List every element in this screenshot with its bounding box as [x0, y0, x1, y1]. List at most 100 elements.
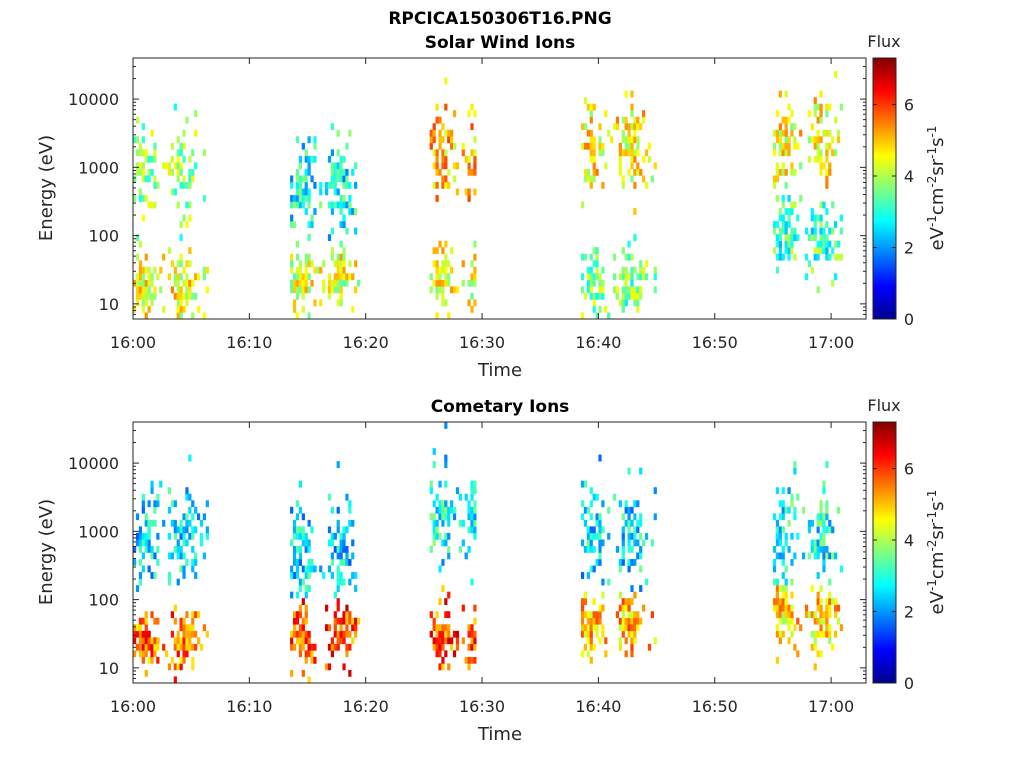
heatmap-cell [441, 162, 445, 170]
heatmap-cell [804, 253, 809, 261]
heatmap-cell [345, 559, 349, 566]
heatmap-cell [185, 299, 189, 307]
heatmap-cell [179, 545, 183, 553]
heatmap-cell [310, 279, 314, 287]
heatmap-cell [304, 273, 308, 281]
heatmap-cell [813, 142, 817, 150]
heatmap-cell [167, 162, 172, 170]
heatmap-cell [784, 591, 788, 599]
heatmap-cell [188, 506, 192, 514]
heatmap-cell [438, 286, 442, 294]
heatmap-cell [598, 292, 602, 300]
heatmap-cell [138, 168, 143, 176]
heatmap-cell [295, 136, 300, 144]
heatmap-cell [144, 617, 148, 625]
heatmap-cell [828, 162, 832, 170]
heatmap-cell [144, 637, 148, 645]
heatmap-cell [586, 539, 590, 547]
heatmap-cell [290, 175, 294, 183]
heatmap-cell [630, 279, 634, 287]
heatmap-cell [831, 552, 835, 560]
heatmap-cell [170, 260, 175, 268]
heatmap-cell [185, 221, 189, 228]
heatmap-cell [793, 624, 797, 632]
heatmap-cell [586, 545, 590, 553]
heatmap-cell [290, 591, 294, 599]
heatmap-cell [298, 552, 303, 560]
heatmap-cell [825, 168, 829, 176]
heatmap-cell [191, 611, 195, 619]
heatmap-cell [304, 532, 308, 540]
heatmap-cell [336, 286, 340, 294]
heatmap-cell [176, 175, 180, 183]
heatmap-cell [144, 643, 148, 651]
heatmap-cell [290, 260, 294, 268]
heatmap-cell [810, 519, 814, 527]
heatmap-cell [790, 123, 794, 131]
heatmap-cell [822, 630, 826, 638]
heatmap-cell [624, 617, 628, 625]
heatmap-cell [435, 532, 439, 540]
heatmap-cell [633, 123, 637, 131]
heatmap-cell [194, 273, 198, 281]
heatmap-cell [444, 175, 448, 183]
heatmap-cell [153, 572, 157, 579]
heatmap-cell [147, 292, 151, 300]
heatmap-cell [351, 637, 355, 645]
heatmap-cell [432, 643, 436, 651]
heatmap-cell [147, 565, 151, 573]
heatmap-cell [179, 221, 183, 228]
heatmap-cell [290, 201, 294, 209]
panel-title: Solar Wind Ions [425, 33, 576, 53]
heatmap-cell [188, 260, 192, 268]
heatmap-cell [313, 155, 317, 163]
heatmap-cell [828, 526, 832, 534]
heatmap-cell [470, 519, 474, 527]
heatmap-cell [342, 539, 346, 547]
heatmap-cell [836, 617, 841, 625]
heatmap-cell [339, 273, 343, 281]
heatmap-cell [624, 279, 628, 287]
heatmap-cell [636, 305, 640, 313]
heatmap-cell [793, 253, 797, 261]
x-axis-label: Time [477, 724, 522, 745]
heatmap-cell [173, 526, 177, 534]
heatmap-cell [618, 559, 622, 566]
heatmap-cell [304, 286, 308, 294]
heatmap-cell [182, 624, 186, 632]
heatmap-cell [295, 279, 300, 287]
heatmap-cell [601, 266, 605, 274]
heatmap-cell [816, 552, 820, 560]
heatmap-cell [135, 286, 140, 294]
heatmap-cell [772, 181, 777, 189]
heatmap-cell [176, 305, 180, 313]
heatmap-cell [176, 545, 180, 553]
heatmap-cell [473, 526, 477, 534]
heatmap-cell [444, 500, 448, 508]
heatmap-cell [432, 247, 436, 255]
heatmap-cell [595, 617, 599, 625]
heatmap-cell [834, 604, 838, 612]
heatmap-cell [615, 611, 620, 619]
heatmap-cell [307, 650, 311, 658]
heatmap-cell [580, 598, 585, 605]
heatmap-cell [621, 611, 625, 619]
heatmap-cell [342, 247, 346, 255]
heatmap-cell [813, 630, 817, 638]
heatmap-cell [447, 630, 451, 638]
heatmap-cell [790, 247, 794, 255]
heatmap-cell [781, 545, 785, 553]
heatmap-cell [351, 273, 355, 281]
heatmap-cell [441, 299, 445, 307]
heatmap-cell [336, 552, 340, 560]
heatmap-cell [598, 513, 602, 521]
heatmap-cell [441, 500, 445, 508]
heatmap-cell [295, 637, 300, 645]
heatmap-cell [592, 175, 596, 183]
heatmap-cell [467, 663, 471, 671]
heatmap-cell [444, 155, 448, 163]
heatmap-cell [301, 305, 305, 313]
heatmap-cell [435, 286, 439, 294]
heatmap-cell [444, 422, 448, 429]
heatmap-cell [301, 195, 305, 202]
